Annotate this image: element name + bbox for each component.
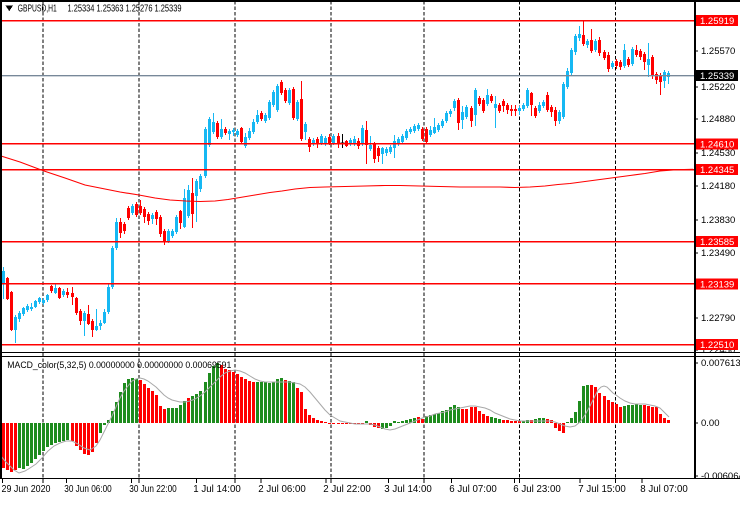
svg-text:30 Jun 06:00: 30 Jun 06:00 (64, 483, 112, 495)
svg-text:29 Jun 2020: 29 Jun 2020 (2, 483, 51, 495)
svg-text:1 Jul 14:00: 1 Jul 14:00 (193, 483, 241, 495)
svg-text:1.24345: 1.24345 (700, 165, 734, 176)
svg-text:2 Jul 06:00: 2 Jul 06:00 (258, 483, 306, 495)
svg-text:1.24610: 1.24610 (700, 139, 734, 150)
svg-text:1.22450: 1.22450 (701, 345, 735, 356)
svg-text:1.24180: 1.24180 (701, 181, 735, 192)
svg-text:1.23585: 1.23585 (700, 237, 734, 248)
svg-text:0.0076134: 0.0076134 (701, 358, 740, 369)
svg-text:0.00: 0.00 (701, 418, 720, 429)
svg-text:1.23490: 1.23490 (701, 248, 735, 259)
svg-text:3 Jul 14:00: 3 Jul 14:00 (384, 483, 432, 495)
svg-text:2 Jul 22:00: 2 Jul 22:00 (323, 483, 371, 495)
svg-text:1.22790: 1.22790 (701, 313, 735, 324)
svg-text:GBPUSD,H1: GBPUSD,H1 (18, 4, 57, 15)
svg-text:1.25570: 1.25570 (701, 46, 735, 57)
svg-text:1.23139: 1.23139 (700, 279, 734, 290)
svg-text:30 Jun 22:00: 30 Jun 22:00 (129, 483, 177, 495)
svg-text:6 Jul 23:00: 6 Jul 23:00 (513, 483, 561, 495)
svg-text:-0.0060643: -0.0060643 (701, 471, 740, 482)
svg-text:6 Jul 07:00: 6 Jul 07:00 (449, 483, 497, 495)
svg-text:7 Jul 15:00: 7 Jul 15:00 (578, 483, 626, 495)
svg-text:8 Jul 07:00: 8 Jul 07:00 (640, 483, 688, 495)
svg-text:1.24530: 1.24530 (701, 148, 735, 159)
svg-text:1.24880: 1.24880 (701, 114, 735, 125)
svg-text:1.25220: 1.25220 (701, 82, 735, 93)
svg-text:1.23830: 1.23830 (701, 215, 735, 226)
svg-text:1.25339: 1.25339 (700, 71, 734, 82)
svg-text:1.22510: 1.22510 (700, 340, 734, 351)
svg-text:1.25919: 1.25919 (700, 16, 734, 27)
svg-text:MACD_color(5,32,5) 0.00000000: MACD_color(5,32,5) 0.00000000 0.00000000… (7, 360, 231, 371)
svg-text:1.25334 1.25363 1.25276 1.2533: 1.25334 1.25363 1.25276 1.25339 (68, 4, 182, 15)
